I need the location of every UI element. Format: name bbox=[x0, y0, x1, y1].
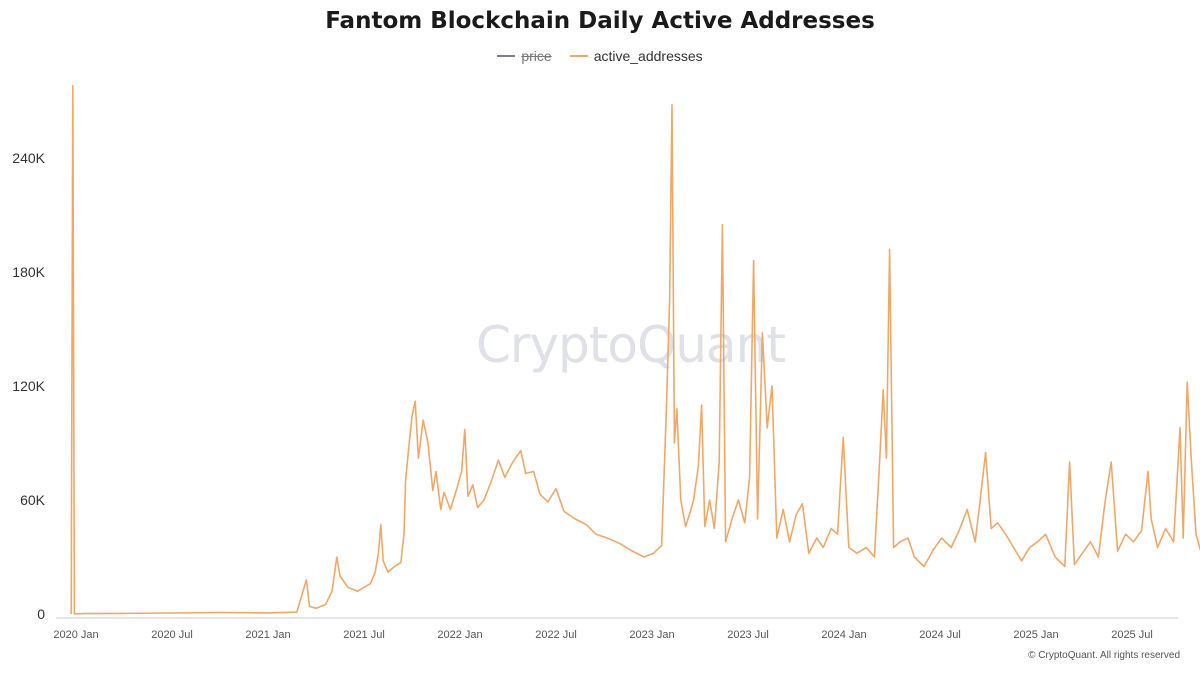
y-tick-label: 60K bbox=[20, 492, 46, 508]
legend-swatch-active-addresses bbox=[569, 55, 588, 57]
legend-label-price: price bbox=[521, 48, 552, 64]
series-line-active-addresses[interactable] bbox=[70, 85, 1200, 615]
legend-item-price[interactable]: price bbox=[497, 48, 552, 64]
y-tick-label: 120K bbox=[12, 378, 45, 394]
y-tick-label: 240K bbox=[12, 150, 45, 166]
copyright-text: © CryptoQuant. All rights reserved bbox=[1028, 650, 1180, 661]
watermark: CryptoQuant bbox=[476, 316, 786, 374]
x-tick-label: 2024 Jan bbox=[821, 629, 866, 641]
legend-item-active-addresses[interactable]: active_addresses bbox=[569, 48, 703, 64]
x-tick-label: 2020 Jan bbox=[53, 629, 98, 641]
x-tick-label: 2025 Jul bbox=[1111, 629, 1153, 641]
x-tick-label: 2022 Jul bbox=[535, 629, 577, 641]
y-tick-label: 180K bbox=[12, 264, 45, 280]
x-tick-label: 2020 Jul bbox=[151, 629, 193, 641]
y-tick-label: 0 bbox=[37, 606, 45, 622]
chart-title: Fantom Blockchain Daily Active Addresses bbox=[325, 8, 875, 34]
x-tick-label: 2021 Jul bbox=[343, 629, 385, 641]
x-tick-label: 2022 Jan bbox=[437, 629, 482, 641]
x-tick-label: 2021 Jan bbox=[245, 629, 290, 641]
x-axis: 2020 Jan 2020 Jul 2021 Jan 2021 Jul 2022 Jan… bbox=[53, 617, 1178, 641]
x-tick-label: 2023 Jul bbox=[727, 629, 769, 641]
series-group bbox=[70, 85, 1200, 615]
x-tick-label: 2025 Jan bbox=[1013, 629, 1058, 641]
y-axis: 0 60K 120K 180K 240K bbox=[12, 150, 45, 622]
legend-swatch-price bbox=[497, 55, 516, 57]
chart-legend: price active_addresses bbox=[0, 48, 1200, 64]
x-tick-label: 2023 Jan bbox=[629, 629, 674, 641]
x-tick-label: 2024 Jul bbox=[919, 629, 961, 641]
legend-label-active-addresses: active_addresses bbox=[593, 48, 703, 64]
